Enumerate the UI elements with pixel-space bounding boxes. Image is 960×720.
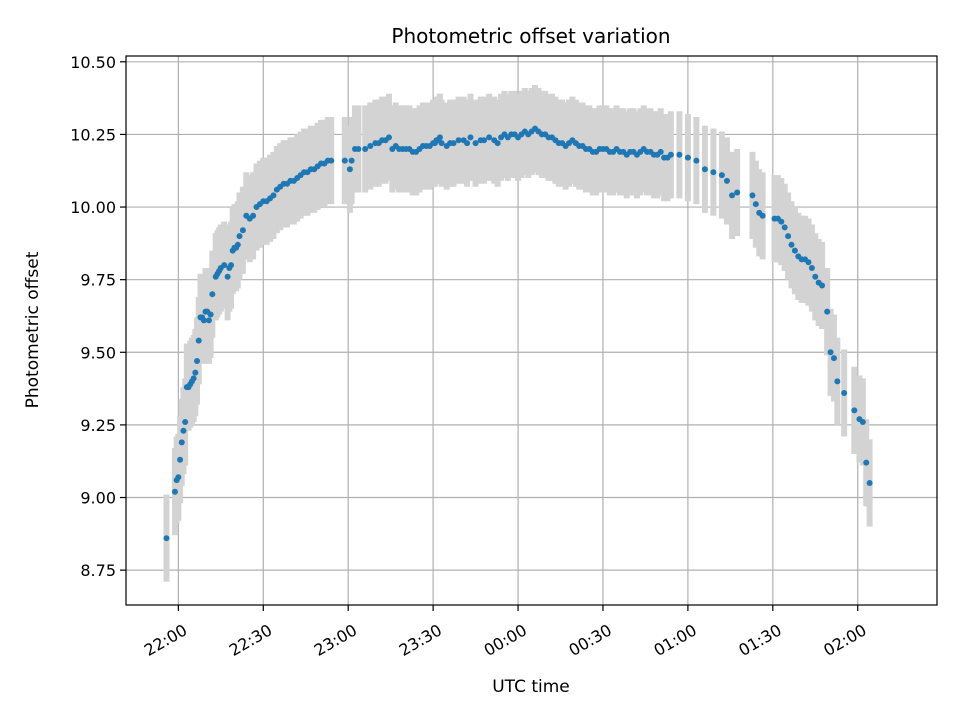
plot-frame — [125, 55, 938, 606]
data-point — [464, 140, 471, 147]
data-point — [494, 140, 501, 147]
data-point — [171, 488, 178, 495]
data-point — [180, 427, 187, 434]
y-tick-label: 9.50 — [80, 343, 116, 362]
y-axis-label: Photometric offset — [23, 251, 43, 408]
data-point — [455, 137, 462, 144]
data-point — [367, 143, 374, 150]
data-point — [192, 369, 199, 376]
data-point — [178, 439, 185, 446]
data-point — [729, 192, 736, 199]
data-point — [710, 169, 717, 176]
y-tick-label: 9.75 — [80, 271, 116, 290]
data-point — [355, 145, 362, 152]
data-point — [841, 389, 848, 396]
data-point — [866, 480, 873, 486]
data-point — [812, 273, 819, 280]
y-axis-ticks: 8.75 9.00 9.25 9.50 9.75 10.00 10.25 10.50 — [70, 53, 126, 580]
data-point — [348, 157, 355, 164]
data-point — [693, 157, 700, 164]
y-tick-label: 10.25 — [70, 125, 116, 144]
data-point — [778, 218, 785, 225]
data-point — [175, 474, 182, 481]
data-point — [200, 317, 207, 324]
data-point — [734, 189, 741, 196]
data-point — [239, 227, 246, 234]
data-point — [752, 201, 759, 208]
data-point — [450, 140, 457, 147]
data-point — [221, 262, 228, 269]
data-point — [791, 247, 798, 254]
data-point — [723, 177, 730, 184]
data-point — [824, 308, 831, 315]
data-point — [684, 154, 691, 161]
data-point — [830, 355, 837, 362]
data-point — [481, 137, 488, 144]
data-point — [250, 212, 257, 219]
y-tick-label: 10.50 — [70, 53, 116, 72]
y-tick-label: 9.25 — [80, 416, 116, 435]
data-point — [718, 172, 725, 179]
data-point — [207, 311, 214, 318]
data-point — [438, 140, 445, 147]
data-point — [851, 407, 858, 414]
data-point — [486, 134, 493, 141]
data-point — [827, 349, 834, 356]
data-point — [209, 291, 216, 298]
data-point — [385, 134, 392, 141]
data-point — [194, 358, 201, 364]
data-point — [182, 419, 189, 425]
data-point — [657, 148, 664, 155]
data-point — [341, 157, 348, 164]
data-point — [785, 233, 792, 240]
data-point — [863, 459, 870, 466]
data-point — [819, 282, 826, 289]
data-point — [676, 151, 683, 158]
data-point — [701, 166, 708, 173]
data-point — [759, 212, 766, 219]
data-point — [234, 241, 241, 248]
data-points — [163, 125, 873, 542]
y-tick-label: 10.00 — [70, 198, 116, 217]
chart-title: Photometric offset variation — [391, 24, 670, 48]
data-point — [805, 259, 812, 266]
data-point — [808, 265, 815, 272]
x-axis-label: UTC time — [492, 677, 570, 697]
data-point — [467, 134, 474, 141]
y-tick-label: 9.00 — [80, 489, 116, 508]
data-point — [195, 337, 202, 344]
data-point — [224, 273, 231, 280]
data-point — [667, 151, 674, 158]
data-point — [163, 535, 170, 542]
data-point — [177, 456, 184, 463]
data-point — [270, 192, 277, 199]
data-point — [859, 419, 866, 425]
data-point — [749, 192, 756, 199]
data-point — [346, 166, 353, 173]
data-point — [205, 317, 212, 324]
data-point — [190, 375, 197, 382]
data-point — [328, 157, 335, 164]
data-point — [236, 233, 243, 240]
data-point — [834, 378, 841, 385]
y-tick-label: 8.75 — [80, 561, 116, 580]
data-point — [436, 134, 443, 141]
data-point — [781, 224, 788, 231]
data-point — [228, 262, 235, 269]
data-point — [362, 145, 369, 152]
data-point — [472, 140, 479, 147]
data-point — [788, 241, 795, 248]
